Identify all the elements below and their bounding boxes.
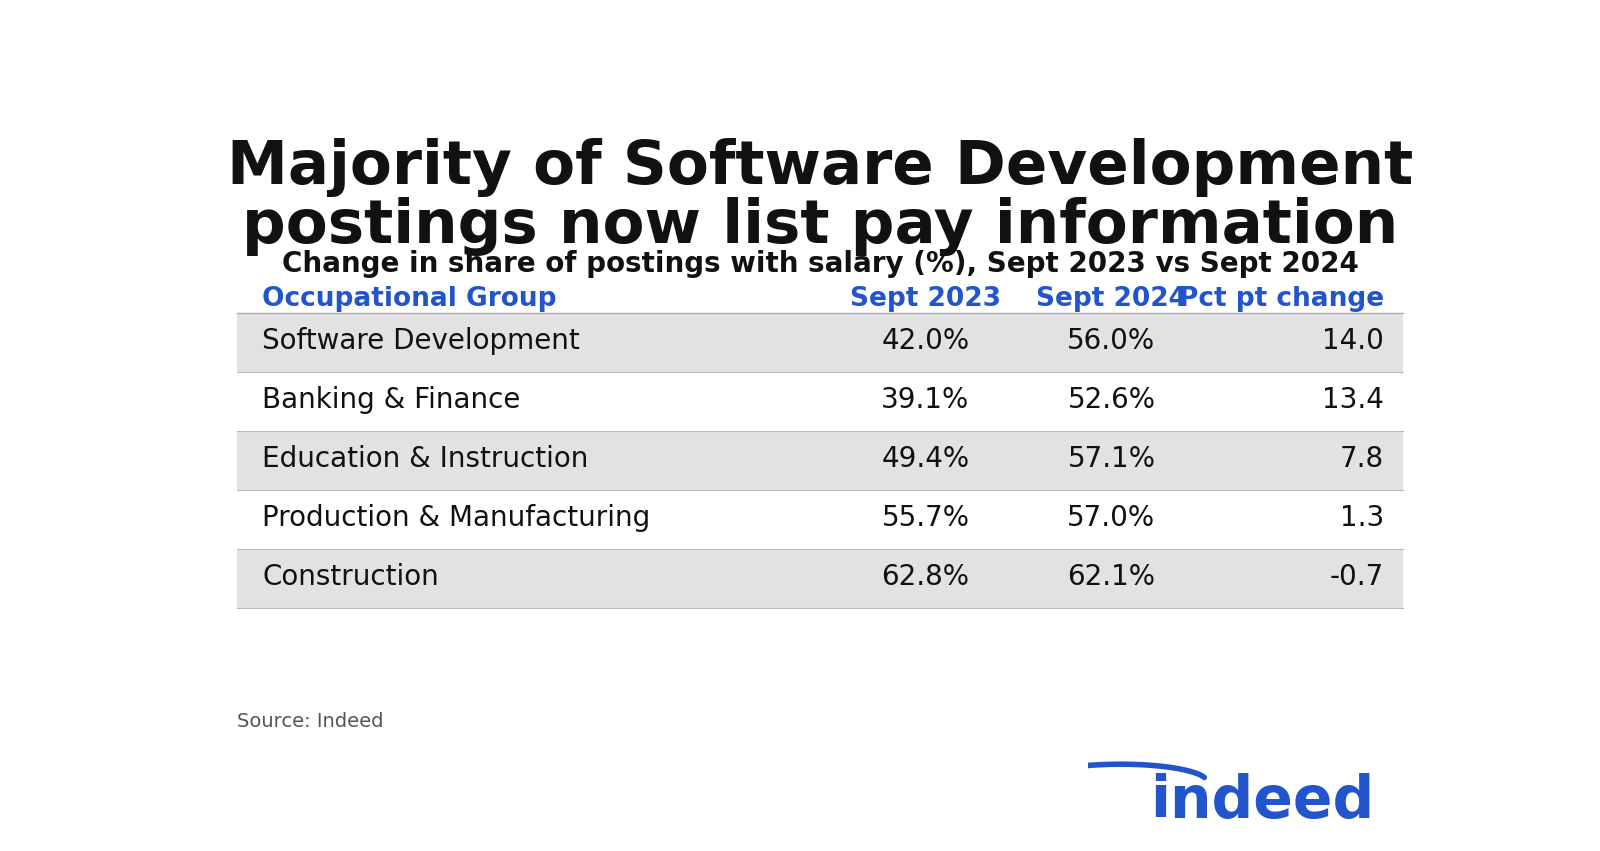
Text: 56.0%: 56.0% xyxy=(1067,328,1155,356)
FancyBboxPatch shape xyxy=(237,431,1403,490)
Text: 52.6%: 52.6% xyxy=(1067,386,1155,414)
Text: indeed: indeed xyxy=(1150,773,1374,830)
FancyBboxPatch shape xyxy=(237,549,1403,608)
Text: -0.7: -0.7 xyxy=(1330,563,1384,591)
Text: 14.0: 14.0 xyxy=(1322,328,1384,356)
Text: Software Development: Software Development xyxy=(262,328,579,356)
FancyBboxPatch shape xyxy=(237,313,1403,372)
Text: Source: Indeed: Source: Indeed xyxy=(237,712,384,731)
Text: 7.8: 7.8 xyxy=(1341,445,1384,473)
Text: Production & Manufacturing: Production & Manufacturing xyxy=(262,504,650,532)
FancyBboxPatch shape xyxy=(237,372,1403,431)
Text: Education & Instruction: Education & Instruction xyxy=(262,445,589,473)
Text: Pct pt change: Pct pt change xyxy=(1179,286,1384,311)
Text: 1.3: 1.3 xyxy=(1339,504,1384,532)
Text: Majority of Software Development: Majority of Software Development xyxy=(227,138,1413,197)
Text: Occupational Group: Occupational Group xyxy=(262,286,557,311)
Text: 62.8%: 62.8% xyxy=(882,563,970,591)
Text: 49.4%: 49.4% xyxy=(882,445,970,473)
FancyBboxPatch shape xyxy=(237,490,1403,549)
Text: Banking & Finance: Banking & Finance xyxy=(262,386,520,414)
Text: 13.4: 13.4 xyxy=(1322,386,1384,414)
Text: postings now list pay information: postings now list pay information xyxy=(242,197,1398,256)
Text: Sept 2024: Sept 2024 xyxy=(1035,286,1187,311)
Text: Construction: Construction xyxy=(262,563,438,591)
Text: 62.1%: 62.1% xyxy=(1067,563,1155,591)
Text: 57.0%: 57.0% xyxy=(1067,504,1155,532)
Text: Change in share of postings with salary (%), Sept 2023 vs Sept 2024: Change in share of postings with salary … xyxy=(282,249,1358,277)
Text: 42.0%: 42.0% xyxy=(882,328,970,356)
Text: 57.1%: 57.1% xyxy=(1067,445,1155,473)
Text: Sept 2023: Sept 2023 xyxy=(850,286,1002,311)
Text: 39.1%: 39.1% xyxy=(882,386,970,414)
Text: 55.7%: 55.7% xyxy=(882,504,970,532)
